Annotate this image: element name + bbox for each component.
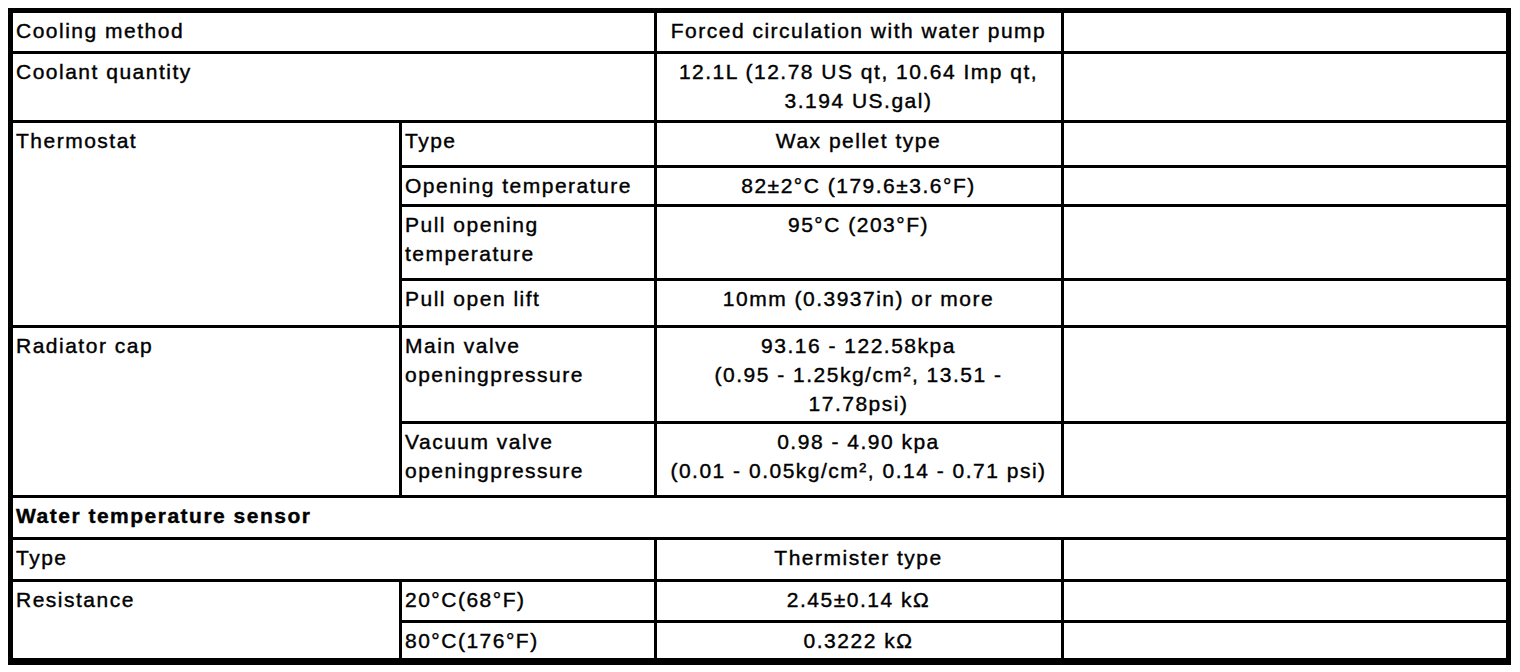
- main-valve-label: Main valve openingpressure: [401, 327, 656, 423]
- row-water-temperature-sensor: Water temperature sensor: [11, 497, 1509, 539]
- opening-temperature-notes: [1063, 167, 1509, 206]
- resistance-20-value: 2.45±0.14 kΩ: [656, 581, 1063, 622]
- row-coolant-quantity: Coolant quantity 12.1L (12.78 US qt, 10.…: [11, 53, 1509, 122]
- resistance-80-notes: [1063, 622, 1509, 662]
- thermostat-type-value: Wax pellet type: [656, 122, 1063, 167]
- sensor-type-notes: [1063, 539, 1509, 581]
- cooling-method-value: Forced circulation with water pump: [656, 11, 1063, 53]
- resistance-80-label: 80°C(176°F): [401, 622, 656, 662]
- main-valve-value: 93.16 - 122.58kpa (0.95 - 1.25kg/cm², 13…: [656, 327, 1063, 423]
- water-temperature-sensor-header: Water temperature sensor: [11, 497, 1509, 539]
- thermostat-label: Thermostat: [11, 122, 401, 327]
- coolant-quantity-value: 12.1L (12.78 US qt, 10.64 Imp qt, 3.194 …: [656, 53, 1063, 122]
- pull-open-lift-notes: [1063, 280, 1509, 327]
- coolant-quantity-label: Coolant quantity: [11, 53, 656, 122]
- row-resistance-20: Resistance 20°C(68°F) 2.45±0.14 kΩ: [11, 581, 1509, 622]
- vacuum-valve-notes: [1063, 423, 1509, 497]
- vacuum-valve-label: Vacuum valve openingpressure: [401, 423, 656, 497]
- page: Cooling method Forced circulation with w…: [0, 0, 1520, 672]
- resistance-20-notes: [1063, 581, 1509, 622]
- vacuum-valve-value: 0.98 - 4.90 kpa (0.01 - 0.05kg/cm², 0.14…: [656, 423, 1063, 497]
- sensor-type-value: Thermister type: [656, 539, 1063, 581]
- main-valve-notes: [1063, 327, 1509, 423]
- row-thermostat-type: Thermostat Type Wax pellet type: [11, 122, 1509, 167]
- radiator-cap-label: Radiator cap: [11, 327, 401, 497]
- pull-open-lift-value: 10mm (0.3937in) or more: [656, 280, 1063, 327]
- cooling-method-label: Cooling method: [11, 11, 656, 53]
- row-main-valve: Radiator cap Main valve openingpressure …: [11, 327, 1509, 423]
- pull-opening-temperature-notes: [1063, 206, 1509, 280]
- thermostat-type-notes: [1063, 122, 1509, 167]
- pull-opening-temperature-value: 95°C (203°F): [656, 206, 1063, 280]
- opening-temperature-label: Opening temperature: [401, 167, 656, 206]
- sensor-type-label: Type: [11, 539, 656, 581]
- thermostat-type-label: Type: [401, 122, 656, 167]
- pull-open-lift-label: Pull open lift: [401, 280, 656, 327]
- row-sensor-type: Type Thermister type: [11, 539, 1509, 581]
- coolant-quantity-notes: [1063, 53, 1509, 122]
- cooling-method-notes: [1063, 11, 1509, 53]
- resistance-20-label: 20°C(68°F): [401, 581, 656, 622]
- resistance-80-value: 0.3222 kΩ: [656, 622, 1063, 662]
- opening-temperature-value: 82±2°C (179.6±3.6°F): [656, 167, 1063, 206]
- cooling-system-spec-table: Cooling method Forced circulation with w…: [8, 8, 1511, 665]
- pull-opening-temperature-label: Pull opening temperature: [401, 206, 656, 280]
- resistance-label: Resistance: [11, 581, 401, 662]
- row-cooling-method: Cooling method Forced circulation with w…: [11, 11, 1509, 53]
